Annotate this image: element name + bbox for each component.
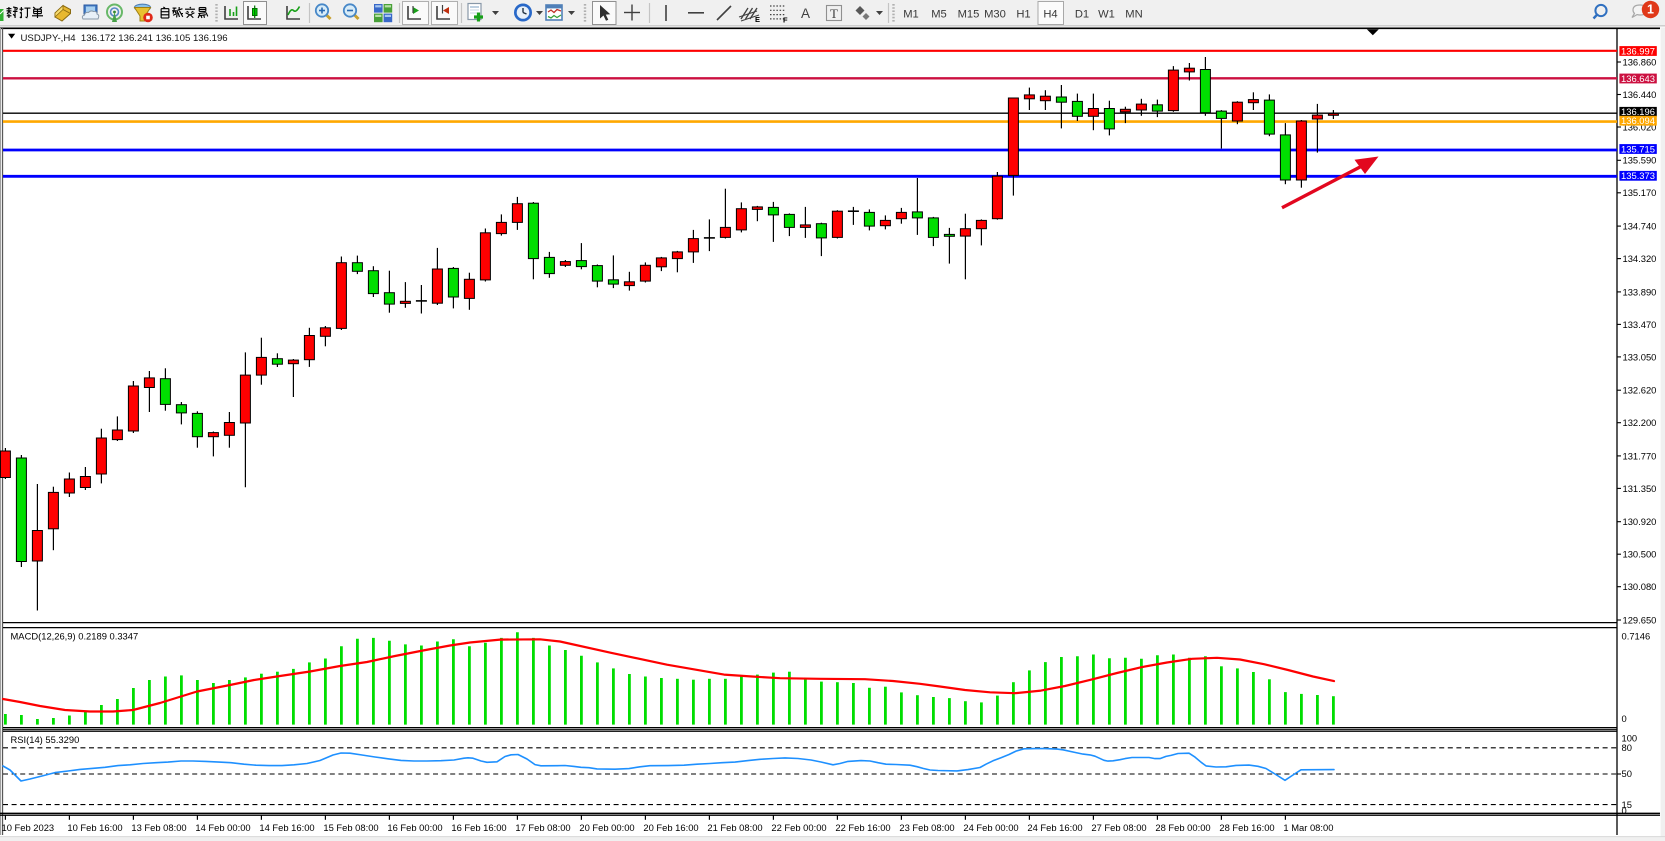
svg-text:20 Feb 16:00: 20 Feb 16:00 bbox=[643, 822, 698, 833]
svg-text:133.050: 133.050 bbox=[1623, 351, 1657, 362]
svg-text:134.740: 134.740 bbox=[1623, 221, 1657, 232]
svg-text:16 Feb 16:00: 16 Feb 16:00 bbox=[451, 822, 506, 833]
svg-text:136.643: 136.643 bbox=[1621, 73, 1655, 84]
svg-text:136.020: 136.020 bbox=[1623, 121, 1657, 132]
svg-text:21 Feb 08:00: 21 Feb 08:00 bbox=[707, 822, 762, 833]
svg-text:17 Feb 08:00: 17 Feb 08:00 bbox=[515, 822, 570, 833]
svg-text:20 Feb 00:00: 20 Feb 00:00 bbox=[579, 822, 634, 833]
svg-text:M30: M30 bbox=[984, 8, 1006, 20]
svg-text:0: 0 bbox=[1622, 805, 1627, 816]
svg-text:15 Feb 08:00: 15 Feb 08:00 bbox=[323, 822, 378, 833]
svg-text:136.440: 136.440 bbox=[1623, 89, 1657, 100]
svg-text:14 Feb 00:00: 14 Feb 00:00 bbox=[195, 822, 250, 833]
svg-text:136.196: 136.196 bbox=[1621, 106, 1655, 117]
svg-text:H4: H4 bbox=[1043, 8, 1057, 20]
svg-text:28 Feb 16:00: 28 Feb 16:00 bbox=[1219, 822, 1274, 833]
svg-text:136.860: 136.860 bbox=[1623, 56, 1657, 67]
svg-text:22 Feb 16:00: 22 Feb 16:00 bbox=[835, 822, 890, 833]
svg-text:22 Feb 00:00: 22 Feb 00:00 bbox=[771, 822, 826, 833]
svg-text:131.770: 131.770 bbox=[1623, 450, 1657, 461]
svg-text:M5: M5 bbox=[931, 8, 947, 20]
svg-text:1 Mar 08:00: 1 Mar 08:00 bbox=[1283, 822, 1333, 833]
svg-text:136.094: 136.094 bbox=[1621, 115, 1655, 126]
svg-text:135.590: 135.590 bbox=[1623, 155, 1657, 166]
svg-text:50: 50 bbox=[1622, 768, 1632, 779]
svg-text:0.7146: 0.7146 bbox=[1622, 631, 1651, 642]
svg-text:133.890: 133.890 bbox=[1623, 286, 1657, 297]
svg-text:13 Feb 08:00: 13 Feb 08:00 bbox=[131, 822, 186, 833]
svg-text:E: E bbox=[755, 15, 760, 24]
svg-text:MACD(12,26,9) 0.2189 0.3347: MACD(12,26,9) 0.2189 0.3347 bbox=[11, 631, 139, 642]
svg-text:RSI(14) 55.3290: RSI(14) 55.3290 bbox=[11, 734, 80, 745]
svg-text:M1: M1 bbox=[903, 8, 919, 20]
svg-text:24 Feb 00:00: 24 Feb 00:00 bbox=[963, 822, 1018, 833]
svg-text:100: 100 bbox=[1622, 733, 1638, 744]
svg-text:132.620: 132.620 bbox=[1623, 385, 1657, 396]
svg-text:24 Feb 16:00: 24 Feb 16:00 bbox=[1027, 822, 1082, 833]
svg-text:16 Feb 00:00: 16 Feb 00:00 bbox=[387, 822, 442, 833]
svg-text:136.997: 136.997 bbox=[1621, 45, 1655, 56]
svg-text:130.920: 130.920 bbox=[1623, 516, 1657, 527]
svg-text:T: T bbox=[830, 6, 838, 21]
svg-text:14 Feb 16:00: 14 Feb 16:00 bbox=[259, 822, 314, 833]
svg-text:135.373: 135.373 bbox=[1621, 170, 1655, 181]
svg-text:15: 15 bbox=[1622, 799, 1632, 810]
svg-text:28 Feb 00:00: 28 Feb 00:00 bbox=[1155, 822, 1210, 833]
svg-text:1: 1 bbox=[1647, 3, 1654, 17]
svg-text:131.350: 131.350 bbox=[1623, 483, 1657, 494]
svg-text:130.500: 130.500 bbox=[1623, 549, 1657, 560]
svg-text:134.320: 134.320 bbox=[1623, 253, 1657, 264]
svg-text:130.080: 130.080 bbox=[1623, 581, 1657, 592]
svg-text:MN: MN bbox=[1125, 8, 1142, 20]
svg-text:129.650: 129.650 bbox=[1623, 614, 1657, 625]
svg-text:A: A bbox=[801, 6, 810, 21]
svg-text:10 Feb 2023: 10 Feb 2023 bbox=[2, 822, 55, 833]
svg-text:F: F bbox=[783, 16, 788, 25]
svg-text:W1: W1 bbox=[1098, 8, 1115, 20]
svg-text:80: 80 bbox=[1622, 742, 1632, 753]
svg-text:135.715: 135.715 bbox=[1621, 143, 1655, 154]
svg-text:27 Feb 08:00: 27 Feb 08:00 bbox=[1091, 822, 1146, 833]
svg-text:23 Feb 08:00: 23 Feb 08:00 bbox=[899, 822, 954, 833]
svg-text:M15: M15 bbox=[958, 8, 980, 20]
svg-text:H1: H1 bbox=[1016, 8, 1030, 20]
svg-text:135.170: 135.170 bbox=[1623, 187, 1657, 198]
svg-text:USDJPY-,H4 136.172 136.241 13: USDJPY-,H4 136.172 136.241 136.105 136.1… bbox=[21, 33, 228, 44]
svg-text:10 Feb 16:00: 10 Feb 16:00 bbox=[67, 822, 122, 833]
svg-text:132.200: 132.200 bbox=[1623, 417, 1657, 428]
svg-text:D1: D1 bbox=[1075, 8, 1089, 20]
svg-text:133.470: 133.470 bbox=[1623, 319, 1657, 330]
svg-text:0: 0 bbox=[1622, 713, 1627, 724]
